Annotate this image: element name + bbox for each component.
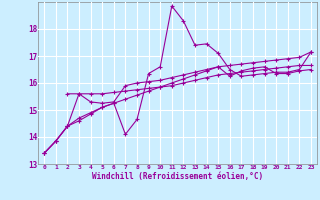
X-axis label: Windchill (Refroidissement éolien,°C): Windchill (Refroidissement éolien,°C) [92,172,263,181]
